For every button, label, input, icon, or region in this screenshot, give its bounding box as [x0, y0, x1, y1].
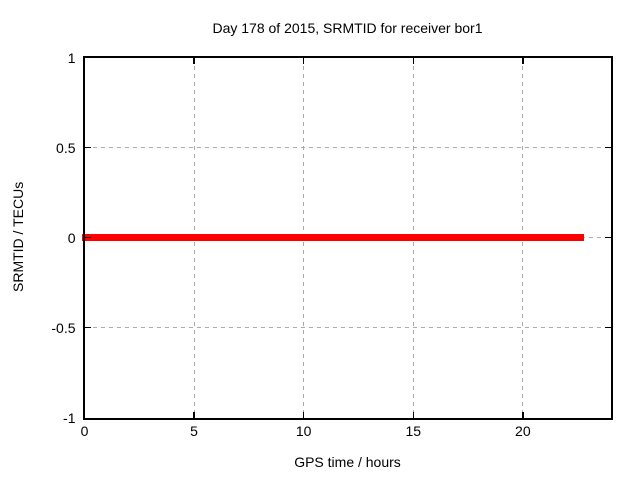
- x-tick-label: 5: [190, 423, 198, 439]
- y-tick-label: -0.5: [51, 319, 76, 336]
- x-tick-label: 20: [515, 423, 531, 439]
- y-tick-label: 1: [67, 49, 76, 66]
- x-tick-mark-bottom: [522, 411, 524, 418]
- x-tick-label: 10: [295, 423, 312, 439]
- x-tick-label: 0: [80, 423, 89, 439]
- x-axis-label: GPS time / hours: [294, 454, 401, 470]
- y-tick-mark-left: [84, 146, 91, 149]
- x-tick-mark-bottom: [302, 411, 305, 418]
- x-tick-mark-bottom: [412, 411, 414, 418]
- y-tick-label: -1: [63, 409, 76, 426]
- y-tick-mark-left: [84, 236, 91, 239]
- grid-line-horizontal: [84, 147, 611, 148]
- y-tick-label: 0.5: [56, 139, 76, 156]
- y-tick-label: 0: [67, 229, 76, 246]
- x-tick-mark-top: [412, 57, 414, 64]
- grid-line-horizontal: [84, 327, 611, 328]
- data-series-line: [82, 234, 585, 241]
- x-tick-label: 15: [405, 423, 422, 439]
- x-tick-mark-top: [522, 57, 524, 64]
- y-tick-mark-right: [604, 326, 611, 329]
- chart-title: Day 178 of 2015, SRMTID for receiver bor…: [212, 20, 483, 36]
- x-tick-mark-top: [193, 57, 195, 64]
- x-tick-mark-top: [302, 57, 305, 64]
- y-tick-mark-right: [604, 146, 611, 149]
- y-tick-mark-left: [84, 326, 91, 329]
- x-tick-mark-bottom: [193, 411, 195, 418]
- y-tick-mark-right: [604, 236, 611, 239]
